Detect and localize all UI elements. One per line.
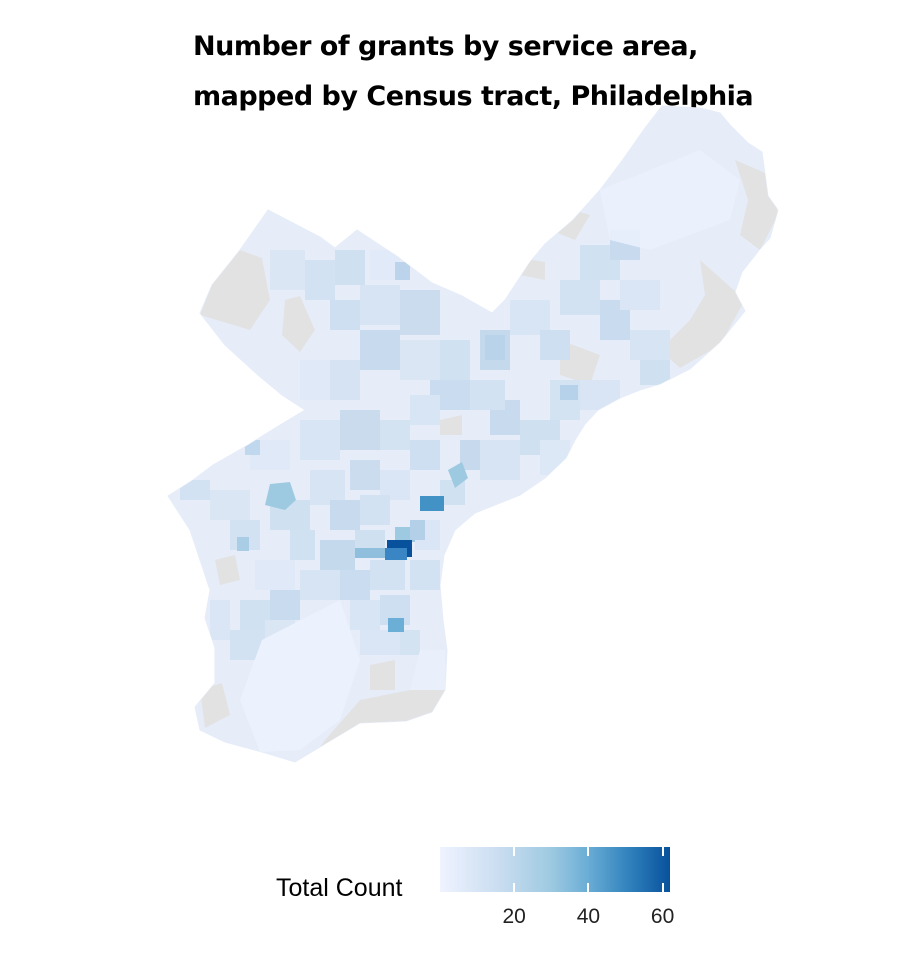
legend-tick-mark: [661, 883, 664, 892]
legend-tick-mark: [513, 883, 516, 892]
tracts: [180, 230, 670, 660]
title-line-2: mapped by Census tract, Philadelphia: [193, 81, 754, 112]
legend-title: Total Count: [276, 874, 403, 902]
legend-color-bar: [440, 847, 670, 892]
legend-tick-label: 60: [650, 905, 675, 928]
legend-tick-label: 40: [576, 905, 601, 928]
no-data-areas: [200, 160, 778, 747]
legend-tick-mark: [513, 847, 516, 856]
legend-tick-label: 20: [502, 905, 526, 928]
title-line-1: Number of grants by service area,: [193, 31, 698, 62]
legend-tick-mark: [587, 883, 590, 892]
low-count-regions: [240, 150, 740, 752]
legend-tick-mark: [587, 847, 590, 856]
legend-tick-mark: [661, 847, 664, 856]
high-count-tracts: [237, 335, 578, 632]
tract-layer: [180, 150, 778, 752]
map-title: Number of grants by service area, mapped…: [193, 22, 893, 122]
